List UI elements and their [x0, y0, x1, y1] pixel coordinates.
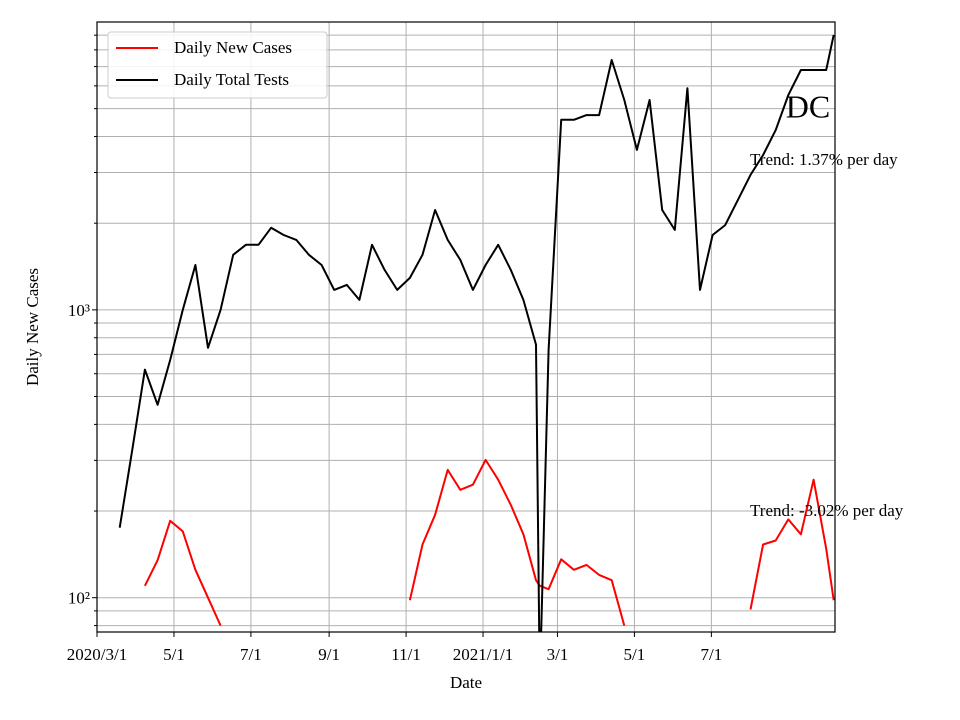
x-axis-label: Date: [450, 673, 482, 692]
legend-label: Daily New Cases: [174, 38, 292, 57]
annotation: Trend: 1.37% per day: [750, 150, 898, 169]
annotation: Trend: -3.02% per day: [750, 501, 904, 520]
series-line: [118, 34, 835, 632]
series-line: [144, 458, 835, 627]
x-tick-label: 9/1: [318, 645, 340, 664]
x-tick-label: 11/1: [391, 645, 421, 664]
y-tick-label: 10³: [68, 301, 90, 320]
y-tick-label: 10²: [68, 589, 90, 608]
x-tick-label: 2021/1/1: [453, 645, 513, 664]
y-axis-label: Daily New Cases: [23, 268, 42, 386]
legend-label: Daily Total Tests: [174, 70, 289, 89]
x-tick-label: 7/1: [240, 645, 262, 664]
annotation: DC: [786, 88, 830, 124]
x-tick-label: 5/1: [163, 645, 185, 664]
x-tick-label: 3/1: [547, 645, 569, 664]
plot-area: [118, 34, 835, 632]
plot-frame: [96, 21, 836, 633]
x-tick-label: 5/1: [624, 645, 646, 664]
x-tick-label: 7/1: [701, 645, 723, 664]
x-tick-label: 2020/3/1: [67, 645, 127, 664]
legend-box: [107, 31, 328, 99]
